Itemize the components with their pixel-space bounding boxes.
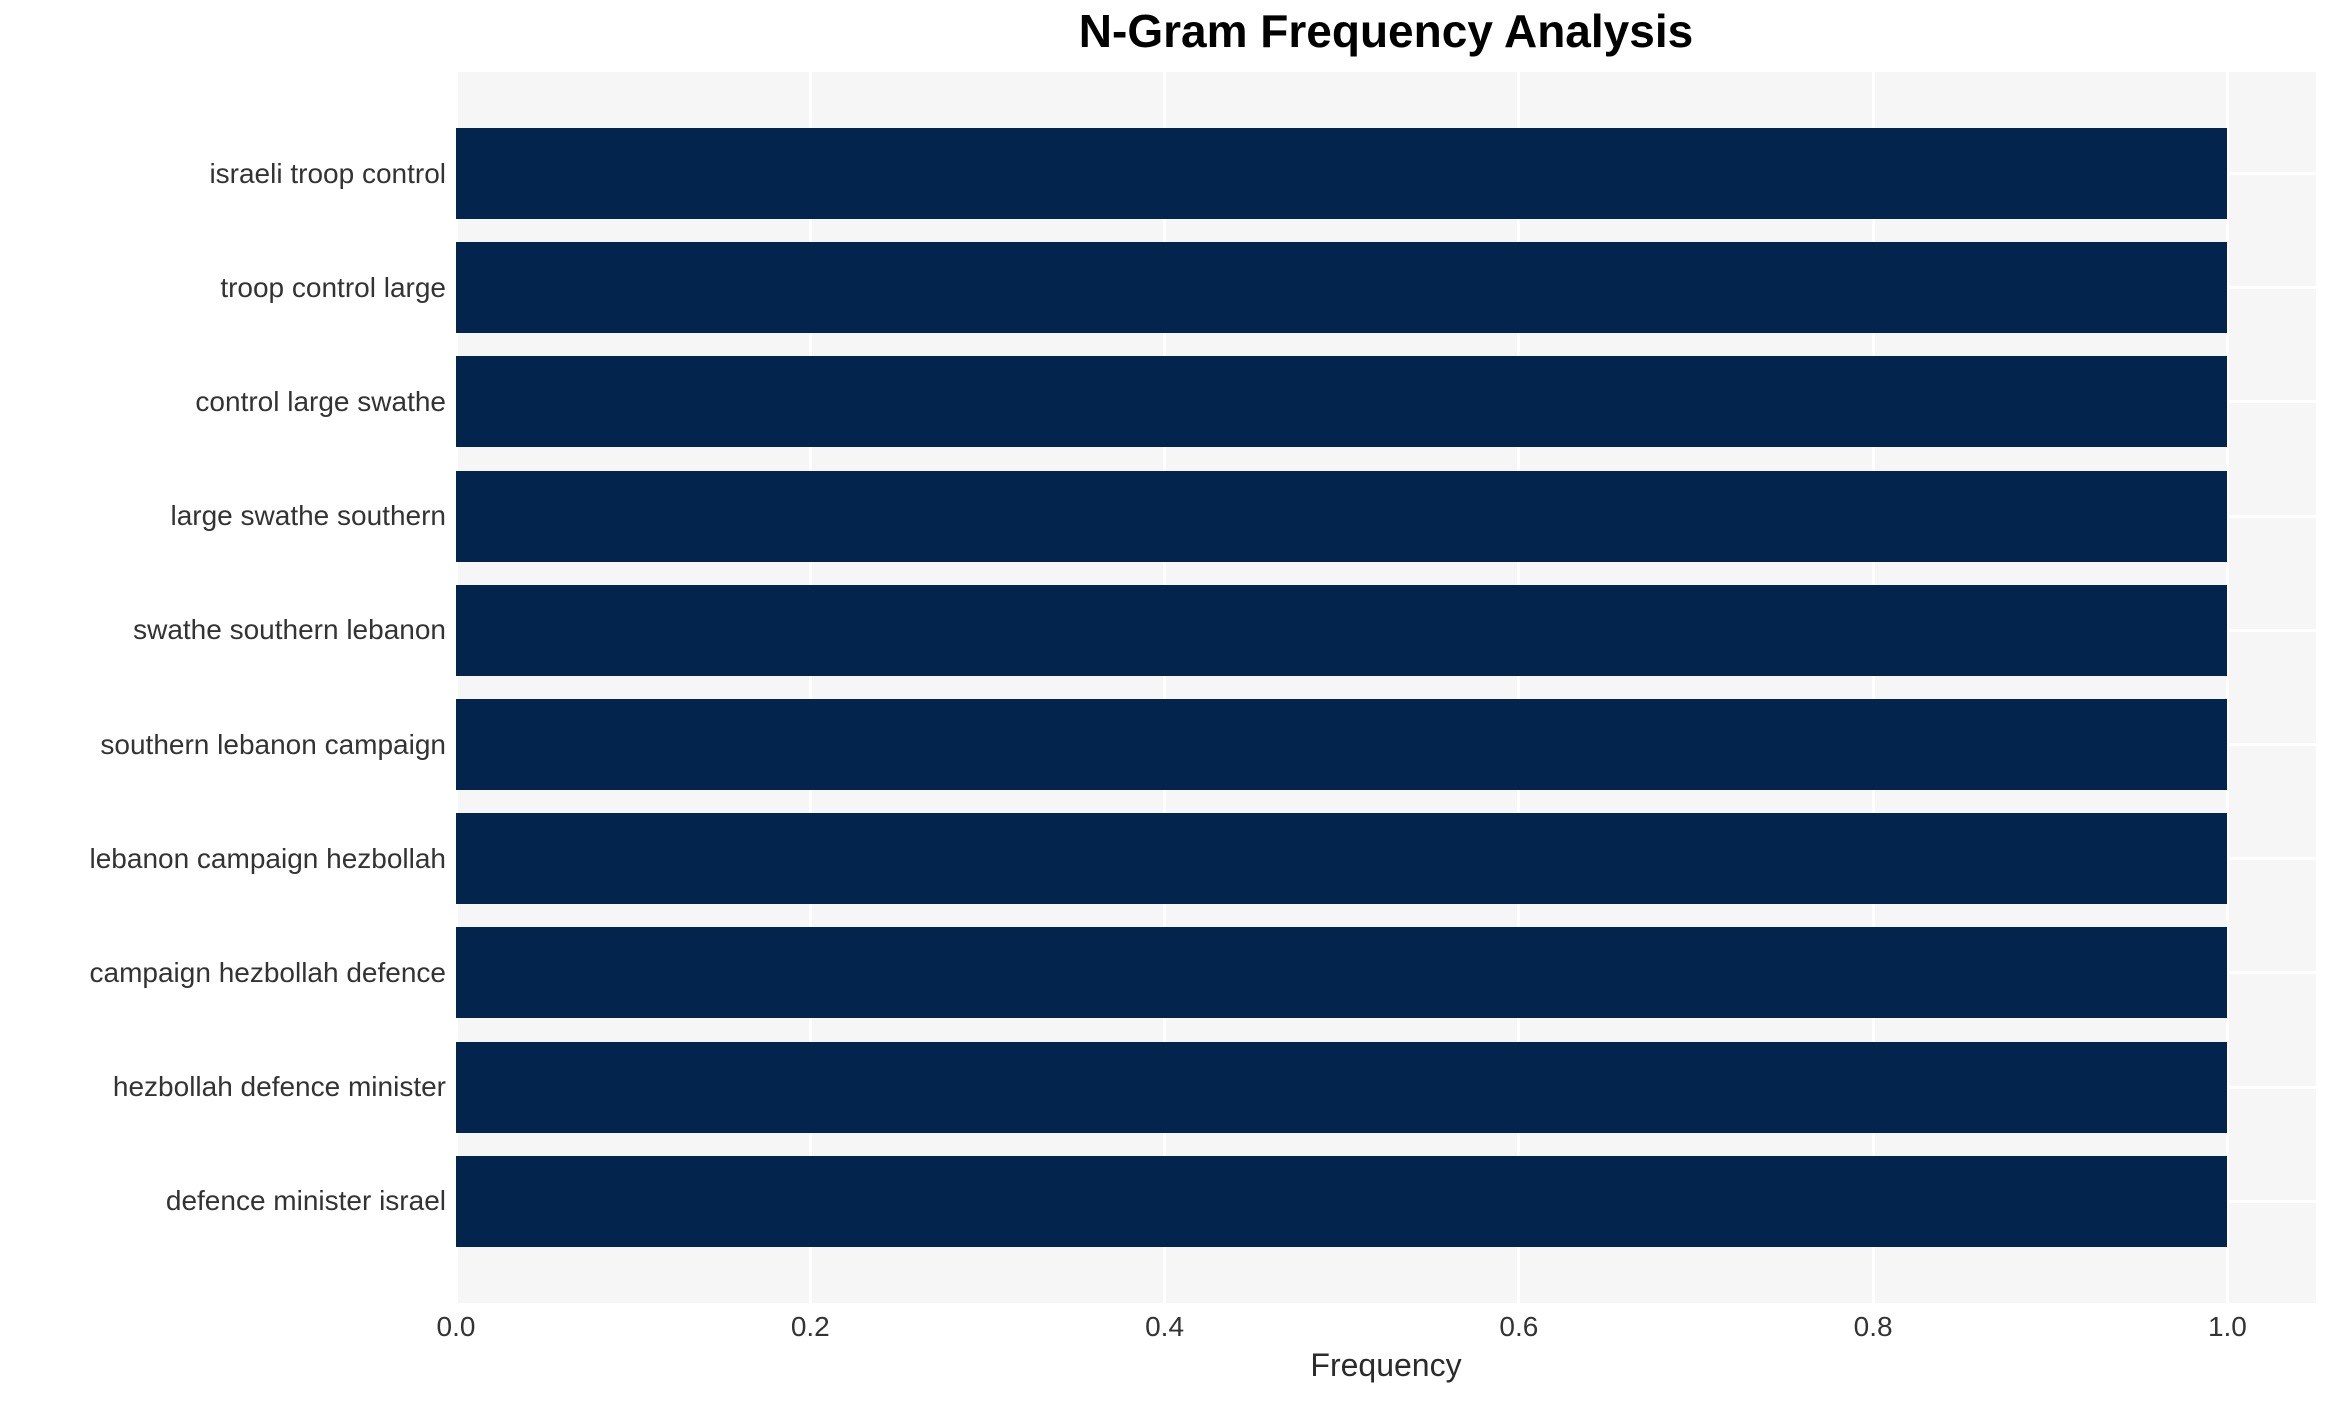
x-tick-label: 0.2 (790, 1311, 830, 1342)
vertical-gridline (454, 72, 458, 1303)
x-tick-label: 1.0 (2207, 1311, 2247, 1342)
bar-row (456, 117, 2316, 231)
frequency-bar (456, 242, 2228, 334)
y-tick-label: swathe southern lebanon (133, 614, 446, 646)
bar-row (456, 1144, 2316, 1258)
y-tick-label: large swathe southern (170, 500, 446, 532)
bar-row (456, 916, 2316, 1030)
y-tick-label: lebanon campaign hezbollah (89, 842, 447, 874)
y-tick-label: hezbollah defence minister (112, 1071, 446, 1103)
bar-row (456, 688, 2316, 802)
bar-row (456, 345, 2316, 459)
frequency-bar (456, 128, 2228, 219)
x-tick-label: 0.4 (1145, 1311, 1185, 1342)
y-tick-label: israeli troop control (209, 157, 446, 189)
y-tick-label: southern lebanon campaign (100, 728, 446, 760)
frequency-bar (456, 356, 2228, 448)
vertical-gridline (1871, 72, 1875, 1303)
vertical-gridline (1517, 72, 1521, 1303)
frequency-bar (456, 584, 2228, 676)
bar-row (456, 459, 2316, 573)
y-tick-label: defence minister israel (165, 1185, 446, 1217)
frequency-bar (456, 813, 2228, 905)
x-tick-label: 0.0 (436, 1311, 476, 1342)
vertical-gridline (2225, 72, 2229, 1303)
y-tick-label: troop control large (220, 271, 446, 303)
frequency-bar (456, 1041, 2228, 1133)
bar-row (456, 802, 2316, 916)
frequency-bar (456, 927, 2228, 1019)
frequency-bar (456, 1155, 2228, 1247)
frequency-bar (456, 699, 2228, 790)
y-tick-label: campaign hezbollah defence (89, 956, 446, 988)
plot-area (454, 72, 2316, 1303)
bar-row (456, 573, 2316, 687)
bar-row (456, 231, 2316, 345)
x-tick-label: 0.6 (1499, 1311, 1539, 1342)
y-tick-label: control large swathe (195, 385, 446, 417)
x-axis-title: Frequency (1310, 1347, 1462, 1383)
x-tick-label: 0.8 (1853, 1311, 1893, 1342)
chart-title: N-Gram Frequency Analysis (1078, 5, 1694, 57)
bar-row (456, 1030, 2316, 1144)
vertical-gridline (808, 72, 812, 1303)
frequency-bar (456, 470, 2228, 562)
vertical-gridline (1163, 72, 1167, 1303)
